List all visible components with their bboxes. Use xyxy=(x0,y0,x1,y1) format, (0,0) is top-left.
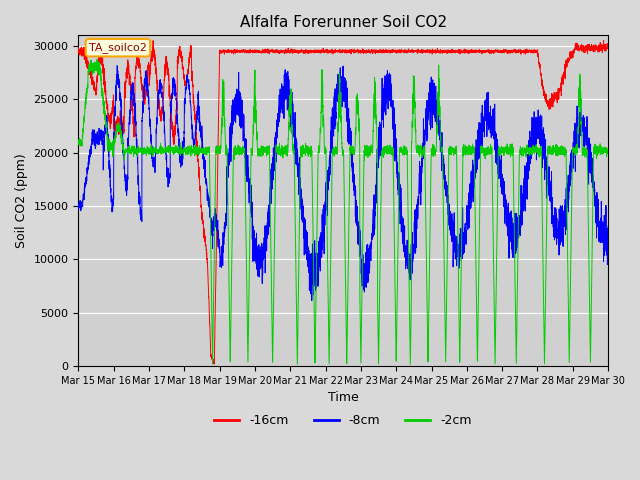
Y-axis label: Soil CO2 (ppm): Soil CO2 (ppm) xyxy=(15,153,28,248)
Legend: -16cm, -8cm, -2cm: -16cm, -8cm, -2cm xyxy=(209,409,477,432)
Text: TA_soilco2: TA_soilco2 xyxy=(89,42,147,53)
Title: Alfalfa Forerunner Soil CO2: Alfalfa Forerunner Soil CO2 xyxy=(239,15,447,30)
X-axis label: Time: Time xyxy=(328,391,358,404)
